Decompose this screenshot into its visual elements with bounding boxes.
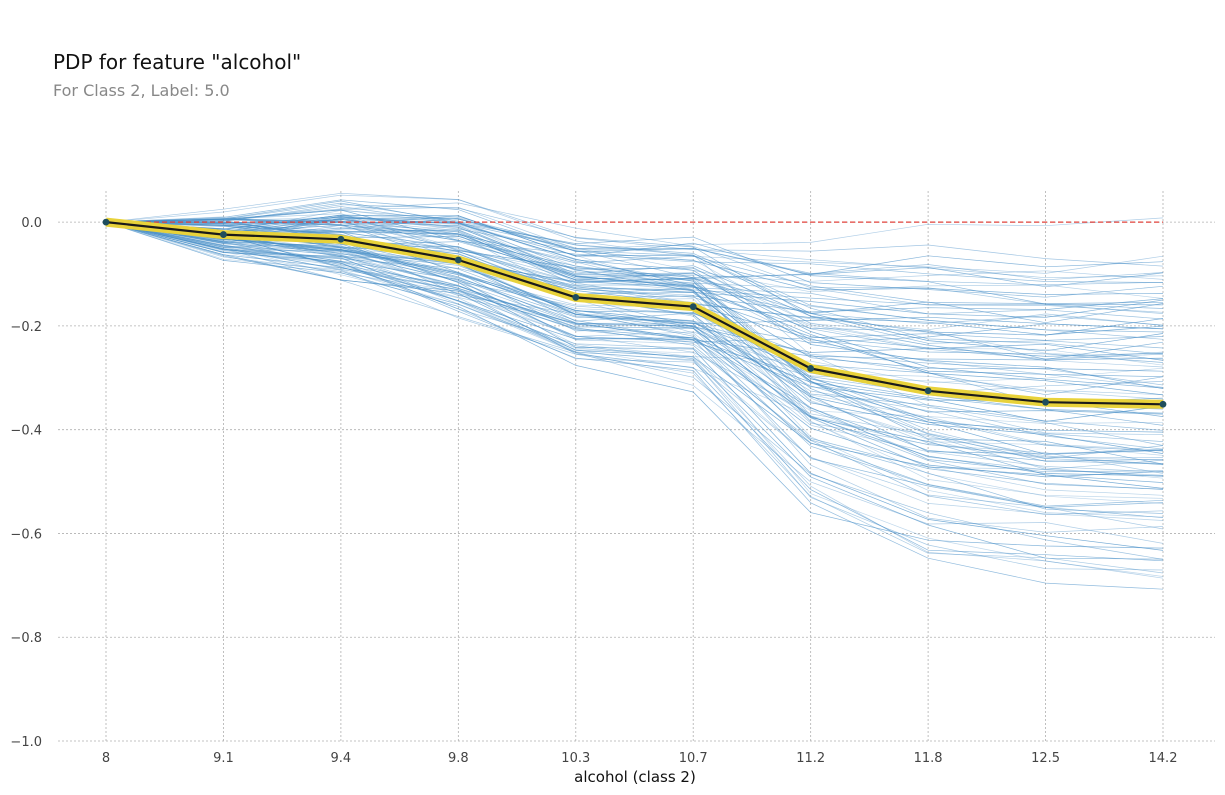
ice-line [105, 199, 1164, 288]
chart-subtitle: For Class 2, Label: 5.0 [53, 81, 230, 100]
ice-line [105, 221, 1164, 544]
ice-line [105, 221, 1164, 549]
ice-line [105, 221, 1164, 579]
x-tick-label: 10.7 [679, 751, 708, 766]
ice-line [105, 220, 1164, 459]
x-axis-label: alcohol (class 2) [574, 768, 696, 786]
ice-line [105, 206, 1164, 249]
pdp-point [220, 231, 227, 238]
ice-line [105, 221, 1164, 422]
x-tick-label: 10.3 [561, 751, 590, 766]
ice-line [105, 221, 1164, 366]
ice-line [105, 221, 1164, 396]
x-tick-label: 12.5 [1031, 751, 1060, 766]
ice-line [105, 215, 1164, 281]
ice-line [105, 221, 1164, 465]
ice-line [105, 221, 1164, 483]
y-tick-label: −1.0 [10, 735, 42, 750]
ice-line [105, 206, 1164, 286]
ice-line [105, 209, 1164, 372]
pdp-point [454, 256, 462, 264]
ice-line [105, 221, 1164, 400]
ice-line [105, 200, 1164, 298]
pdp-point [1042, 398, 1049, 406]
ice-line [105, 221, 1164, 560]
ice-line [105, 221, 1164, 343]
x-tick-label: 11.2 [796, 751, 825, 766]
ice-line [105, 221, 1164, 519]
ice-line [105, 221, 1164, 320]
pdp-point [807, 365, 815, 372]
ice-line [105, 221, 1164, 357]
x-tick-label: 11.8 [914, 751, 943, 766]
x-tick-label: 8 [102, 751, 110, 766]
ice-line [105, 221, 1164, 490]
y-tick-label: −0.8 [10, 631, 42, 646]
ice-line [105, 192, 1164, 267]
ice-line [105, 221, 1164, 410]
pdp-point [337, 235, 345, 243]
x-tick-label: 14.2 [1149, 751, 1178, 766]
ice-line [105, 221, 1164, 336]
ice-line [105, 221, 1164, 470]
ice-line [105, 221, 1164, 577]
ice-line [105, 204, 1164, 349]
y-tick-label: −0.4 [10, 424, 42, 439]
ice-line [105, 219, 1164, 360]
ice-line [105, 213, 1164, 313]
pdp-series [102, 217, 1167, 409]
ice-line [105, 221, 1164, 518]
ice-line [105, 221, 1164, 396]
ice-line [105, 216, 1164, 455]
ice-lines [105, 192, 1164, 590]
ice-line [105, 221, 1164, 450]
ice-line [105, 221, 1164, 490]
ice-line [105, 221, 1164, 456]
ice-line [105, 221, 1164, 571]
ice-line [105, 221, 1164, 478]
ice-line [105, 221, 1164, 514]
chart-title: PDP for feature "alcohol" [53, 50, 302, 74]
pdp-line [105, 221, 1164, 406]
ice-line [105, 221, 1164, 344]
ice-line [105, 221, 1164, 386]
pdp-point [1159, 400, 1167, 408]
ice-line [105, 221, 1164, 574]
x-tick-labels: 8 9.1 9.4 9.8 10.3 10.7 11.2 11.8 12.5 14.2 [102, 751, 1178, 766]
pdp-point [102, 218, 110, 226]
ice-line [105, 216, 1164, 340]
x-tick-label: 9.4 [331, 751, 352, 766]
ice-line [105, 221, 1164, 562]
ice-line [105, 215, 1164, 474]
ice-line [105, 221, 1164, 560]
y-tick-label: −0.2 [10, 320, 42, 335]
x-tick-label: 9.8 [448, 751, 469, 766]
y-tick-labels: 0.0 −0.2 −0.4 −0.6 −0.8 −1.0 [10, 216, 42, 750]
pdp-point [689, 303, 697, 311]
x-tick-label: 9.1 [213, 751, 234, 766]
ice-line [105, 218, 1164, 295]
pdp-point [924, 387, 932, 395]
y-tick-label: 0.0 [21, 216, 42, 231]
ice-line [105, 221, 1164, 424]
pdp-point [572, 293, 580, 301]
y-tick-label: −0.6 [10, 527, 42, 542]
ice-line [105, 209, 1164, 360]
